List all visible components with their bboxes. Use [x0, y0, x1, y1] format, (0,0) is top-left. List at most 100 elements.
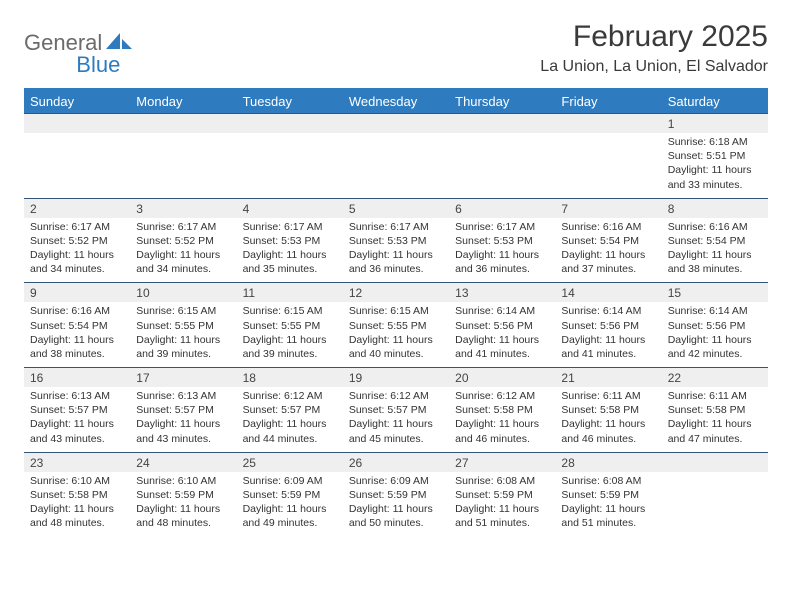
daylight2-text: and 42 minutes.	[668, 347, 762, 361]
day-data-cell: Sunrise: 6:10 AMSunset: 5:58 PMDaylight:…	[24, 472, 130, 537]
sunset-text: Sunset: 5:58 PM	[30, 488, 124, 502]
day-number-cell: 12	[343, 282, 449, 302]
daylight2-text: and 49 minutes.	[243, 516, 337, 530]
daylight2-text: and 38 minutes.	[30, 347, 124, 361]
day-data-cell	[555, 133, 661, 198]
daylight1-text: Daylight: 11 hours	[455, 502, 549, 516]
location-text: La Union, La Union, El Salvador	[540, 58, 768, 76]
sunset-text: Sunset: 5:59 PM	[136, 488, 230, 502]
weeks-container: 1Sunrise: 6:18 AMSunset: 5:51 PMDaylight…	[24, 113, 768, 536]
day-data-cell: Sunrise: 6:17 AMSunset: 5:52 PMDaylight:…	[130, 218, 236, 283]
day-data-cell: Sunrise: 6:17 AMSunset: 5:53 PMDaylight:…	[449, 218, 555, 283]
week-data-row: Sunrise: 6:10 AMSunset: 5:58 PMDaylight:…	[24, 472, 768, 537]
day-header: Monday	[130, 90, 236, 113]
sunset-text: Sunset: 5:58 PM	[668, 403, 762, 417]
daylight1-text: Daylight: 11 hours	[349, 502, 443, 516]
day-data-cell	[662, 472, 768, 537]
daylight2-text: and 38 minutes.	[668, 262, 762, 276]
day-data-cell: Sunrise: 6:17 AMSunset: 5:53 PMDaylight:…	[237, 218, 343, 283]
sunset-text: Sunset: 5:59 PM	[349, 488, 443, 502]
day-number-cell: 28	[555, 452, 661, 472]
sunrise-text: Sunrise: 6:17 AM	[243, 220, 337, 234]
month-title: February 2025	[540, 20, 768, 54]
day-header: Tuesday	[237, 90, 343, 113]
day-header: Wednesday	[343, 90, 449, 113]
daylight1-text: Daylight: 11 hours	[243, 417, 337, 431]
day-number-cell: 10	[130, 282, 236, 302]
daylight2-text: and 51 minutes.	[455, 516, 549, 530]
daylight2-text: and 51 minutes.	[561, 516, 655, 530]
day-data-cell	[237, 133, 343, 198]
day-data-cell: Sunrise: 6:15 AMSunset: 5:55 PMDaylight:…	[237, 302, 343, 367]
day-number-cell: 17	[130, 367, 236, 387]
day-number-cell: 5	[343, 198, 449, 218]
daylight2-text: and 39 minutes.	[136, 347, 230, 361]
daylight1-text: Daylight: 11 hours	[243, 502, 337, 516]
day-number-cell	[449, 113, 555, 133]
sunrise-text: Sunrise: 6:14 AM	[561, 304, 655, 318]
sunset-text: Sunset: 5:51 PM	[668, 149, 762, 163]
daylight1-text: Daylight: 11 hours	[136, 417, 230, 431]
day-data-cell	[343, 133, 449, 198]
logo-text-blue: Blue	[76, 52, 120, 78]
day-data-cell: Sunrise: 6:11 AMSunset: 5:58 PMDaylight:…	[662, 387, 768, 452]
daylight1-text: Daylight: 11 hours	[455, 248, 549, 262]
sunrise-text: Sunrise: 6:09 AM	[243, 474, 337, 488]
week-data-row: Sunrise: 6:18 AMSunset: 5:51 PMDaylight:…	[24, 133, 768, 198]
day-header-row: Sunday Monday Tuesday Wednesday Thursday…	[24, 90, 768, 113]
day-number-cell: 26	[343, 452, 449, 472]
day-number-cell: 21	[555, 367, 661, 387]
sunrise-text: Sunrise: 6:15 AM	[243, 304, 337, 318]
day-data-cell: Sunrise: 6:16 AMSunset: 5:54 PMDaylight:…	[24, 302, 130, 367]
week-data-row: Sunrise: 6:17 AMSunset: 5:52 PMDaylight:…	[24, 218, 768, 283]
sunrise-text: Sunrise: 6:15 AM	[136, 304, 230, 318]
daylight2-text: and 43 minutes.	[136, 432, 230, 446]
day-number-cell: 18	[237, 367, 343, 387]
day-number-cell: 1	[662, 113, 768, 133]
sunrise-text: Sunrise: 6:08 AM	[455, 474, 549, 488]
sunrise-text: Sunrise: 6:10 AM	[30, 474, 124, 488]
header: General Blue February 2025 La Union, La …	[24, 20, 768, 76]
day-number-cell: 20	[449, 367, 555, 387]
day-number-cell	[555, 113, 661, 133]
daylight2-text: and 33 minutes.	[668, 178, 762, 192]
sunrise-text: Sunrise: 6:17 AM	[455, 220, 549, 234]
daylight2-text: and 37 minutes.	[561, 262, 655, 276]
day-number-cell: 8	[662, 198, 768, 218]
day-data-cell	[449, 133, 555, 198]
sunset-text: Sunset: 5:59 PM	[561, 488, 655, 502]
daylight1-text: Daylight: 11 hours	[561, 333, 655, 347]
week-number-row: 1	[24, 113, 768, 133]
daylight1-text: Daylight: 11 hours	[30, 333, 124, 347]
week-data-row: Sunrise: 6:13 AMSunset: 5:57 PMDaylight:…	[24, 387, 768, 452]
day-data-cell: Sunrise: 6:08 AMSunset: 5:59 PMDaylight:…	[555, 472, 661, 537]
sunset-text: Sunset: 5:53 PM	[455, 234, 549, 248]
sunrise-text: Sunrise: 6:17 AM	[30, 220, 124, 234]
day-data-cell: Sunrise: 6:09 AMSunset: 5:59 PMDaylight:…	[237, 472, 343, 537]
sunrise-text: Sunrise: 6:13 AM	[30, 389, 124, 403]
day-data-cell: Sunrise: 6:10 AMSunset: 5:59 PMDaylight:…	[130, 472, 236, 537]
day-data-cell	[24, 133, 130, 198]
day-number-cell: 19	[343, 367, 449, 387]
sunset-text: Sunset: 5:59 PM	[455, 488, 549, 502]
week-number-row: 16171819202122	[24, 367, 768, 387]
day-number-cell: 9	[24, 282, 130, 302]
sunrise-text: Sunrise: 6:15 AM	[349, 304, 443, 318]
daylight1-text: Daylight: 11 hours	[30, 417, 124, 431]
week-data-row: Sunrise: 6:16 AMSunset: 5:54 PMDaylight:…	[24, 302, 768, 367]
daylight1-text: Daylight: 11 hours	[668, 333, 762, 347]
day-number-cell: 22	[662, 367, 768, 387]
daylight1-text: Daylight: 11 hours	[668, 163, 762, 177]
daylight1-text: Daylight: 11 hours	[30, 502, 124, 516]
logo: General Blue	[24, 20, 152, 66]
day-number-cell	[130, 113, 236, 133]
daylight1-text: Daylight: 11 hours	[136, 333, 230, 347]
day-header: Friday	[555, 90, 661, 113]
day-data-cell: Sunrise: 6:09 AMSunset: 5:59 PMDaylight:…	[343, 472, 449, 537]
sunrise-text: Sunrise: 6:08 AM	[561, 474, 655, 488]
daylight1-text: Daylight: 11 hours	[561, 502, 655, 516]
sunrise-text: Sunrise: 6:14 AM	[455, 304, 549, 318]
day-number-cell: 24	[130, 452, 236, 472]
week-number-row: 9101112131415	[24, 282, 768, 302]
daylight1-text: Daylight: 11 hours	[455, 333, 549, 347]
